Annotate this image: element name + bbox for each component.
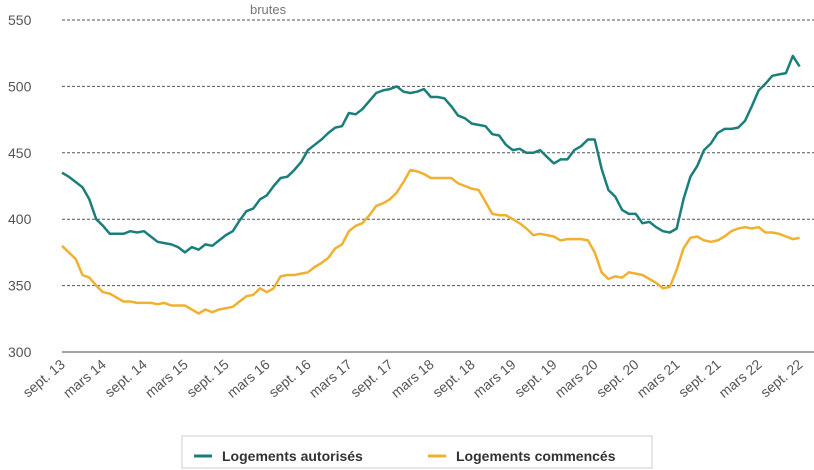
x-tick-label: sept. 17 — [347, 356, 396, 400]
x-tick-label: sept. 20 — [593, 356, 642, 400]
x-tick-label: mars 16 — [224, 356, 273, 401]
x-tick-label: sept. 16 — [265, 356, 314, 400]
legend-label: Logements autorisés — [222, 448, 363, 464]
x-tick-label: sept. 14 — [101, 356, 150, 400]
x-tick-label: mars 15 — [142, 356, 191, 401]
y-tick-label: 300 — [8, 344, 32, 360]
y-tick-label: 450 — [8, 145, 32, 161]
legend-label: Logements commencés — [456, 448, 616, 464]
x-tick-label: mars 17 — [306, 356, 355, 401]
x-tick-label: sept. 22 — [757, 356, 806, 400]
x-tick-label: mars 22 — [716, 356, 765, 401]
chart-subtitle: brutes — [250, 2, 287, 17]
x-tick-label: mars 18 — [388, 356, 437, 401]
x-tick-label: sept. 13 — [19, 356, 68, 400]
x-tick-label: sept. 21 — [675, 356, 724, 400]
y-tick-label: 500 — [8, 78, 32, 94]
y-tick-label: 350 — [8, 278, 32, 294]
x-tick-label: mars 20 — [552, 356, 601, 401]
line — [61, 54, 801, 254]
line — [61, 168, 800, 315]
x-tick-label: mars 21 — [634, 356, 683, 401]
x-tick-label: sept. 18 — [429, 356, 478, 400]
y-tick-label: 550 — [8, 12, 32, 28]
x-tick-label: mars 19 — [470, 356, 519, 401]
legend — [181, 435, 653, 469]
x-tick-label: mars 14 — [60, 356, 109, 401]
y-tick-label: 400 — [8, 211, 32, 227]
x-tick-label: sept. 19 — [511, 356, 560, 400]
x-tick-label: sept. 15 — [183, 356, 232, 400]
